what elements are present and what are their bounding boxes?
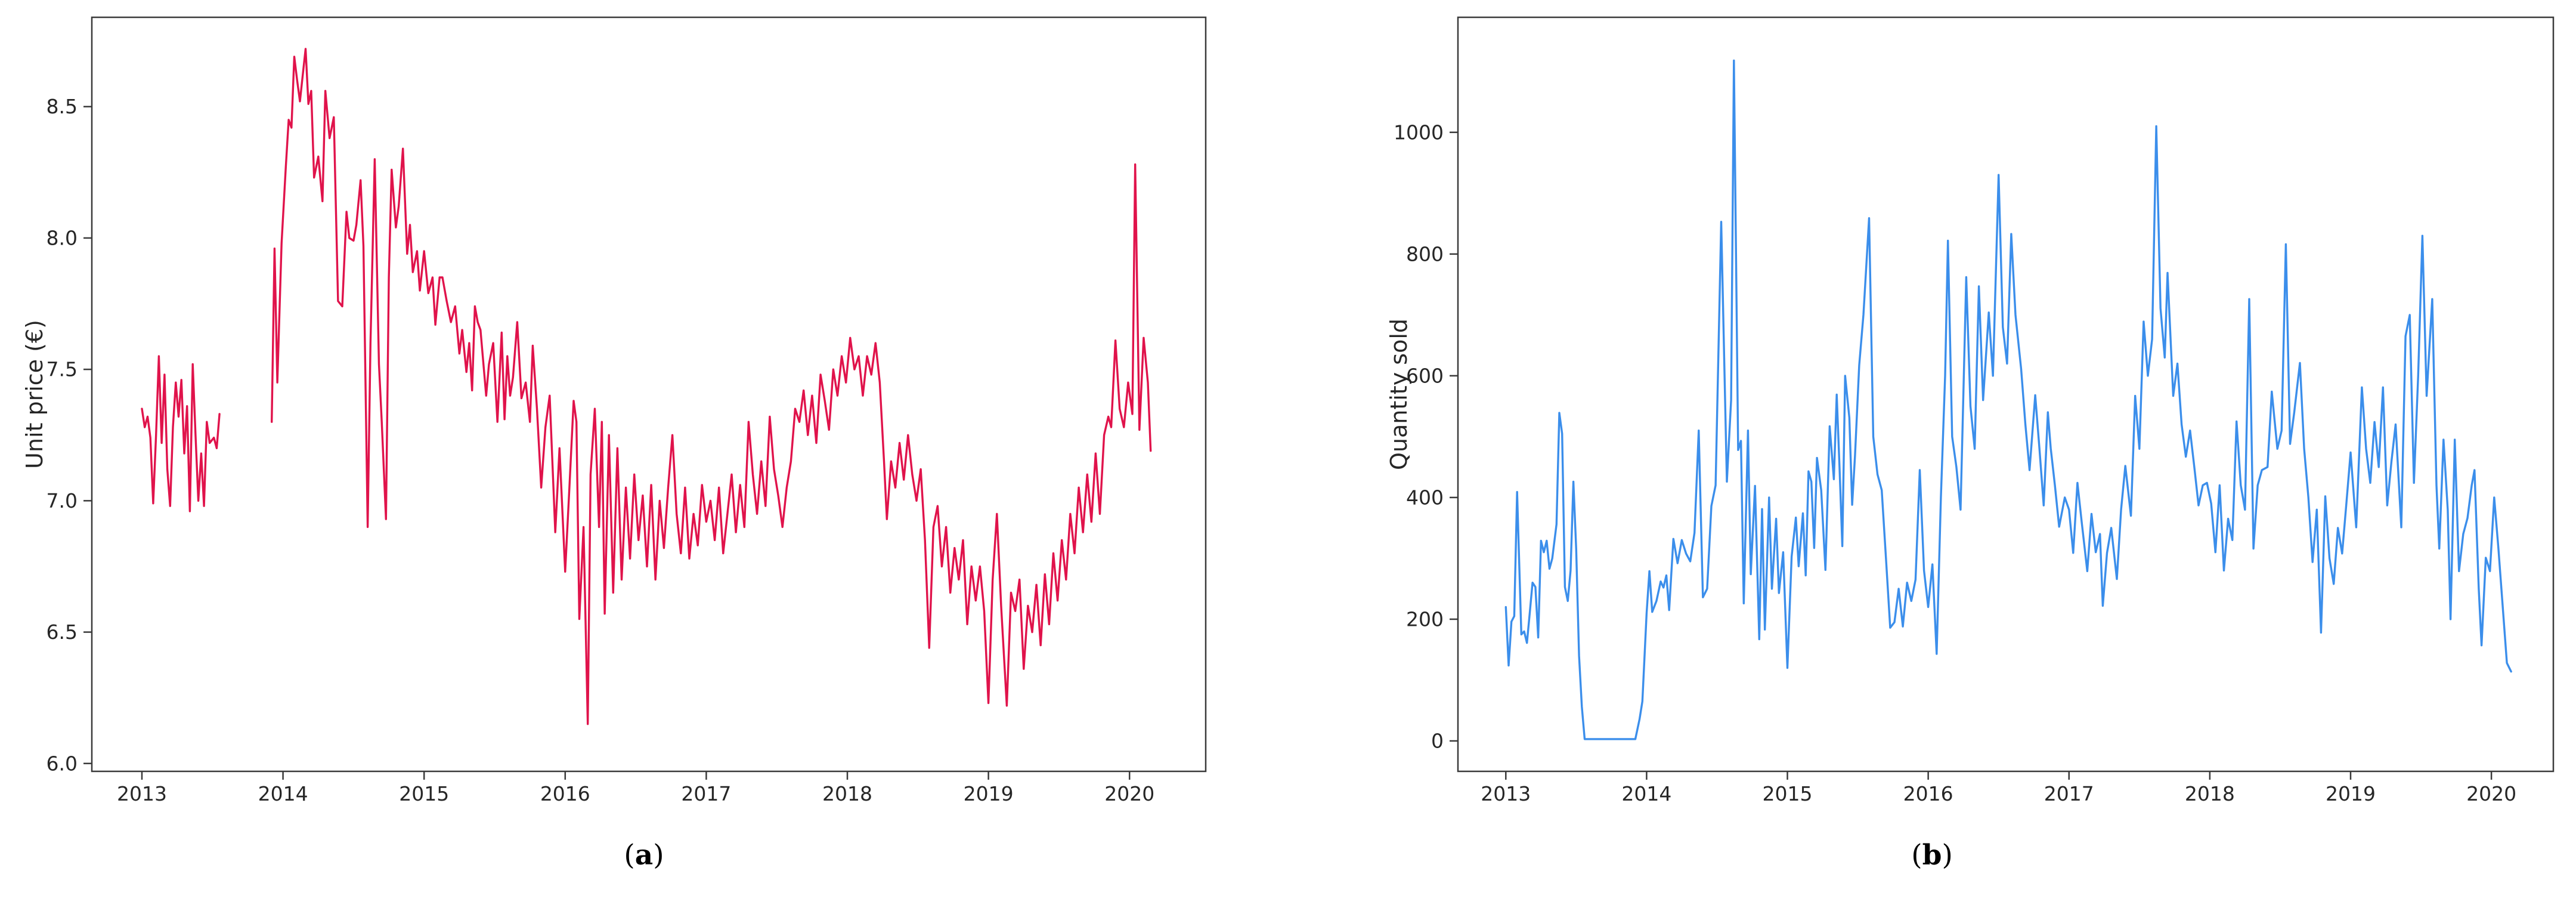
caption-paren-open: ( (1911, 839, 1922, 872)
y-tick-label: 200 (1406, 607, 1444, 631)
caption-paren-close: ) (1942, 839, 1953, 872)
caption-letter: a (634, 839, 654, 872)
y-tick-label: 800 (1406, 242, 1444, 265)
caption-paren-open: ( (624, 839, 635, 872)
y-tick-label: 6.0 (47, 752, 78, 775)
plot-box (91, 16, 1207, 773)
quantity-sold-chart: 2013 2014 2015 2016 2017 2018 2019 2020 0 200 400 6… (1386, 16, 2555, 805)
x-tick-label: 2016 (1903, 782, 1953, 805)
x-tick-label: 2013 (1481, 782, 1531, 805)
series-line (1504, 59, 2512, 740)
y-tick-label: 8.5 (47, 95, 78, 118)
y-tick-label: 0 (1431, 729, 1444, 752)
caption-letter: b (1922, 839, 1942, 872)
y-axis-label: Quantity sold (1386, 319, 1412, 470)
x-tick-label: 2018 (822, 782, 872, 805)
plot-box (1457, 16, 2555, 773)
x-tick-label: 2014 (1621, 782, 1671, 805)
caption-b: (b) (1288, 840, 2576, 871)
x-tick-label: 2017 (2044, 782, 2094, 805)
y-tick-label: 400 (1406, 486, 1444, 509)
series-line (271, 48, 1152, 725)
x-tick-label: 2015 (399, 782, 449, 805)
x-tick-label: 2020 (2466, 782, 2516, 805)
x-tick-label: 2019 (964, 782, 1014, 805)
x-tick-label: 2013 (117, 782, 167, 805)
x-tick-label: 2020 (1104, 782, 1154, 805)
y-axis-label: Unit price (€) (21, 320, 48, 469)
x-tick-label: 2019 (2326, 782, 2376, 805)
unit-price-chart: 2013 2014 2015 2016 2017 2018 2019 2020 6.0 6.5 7.… (21, 16, 1207, 805)
y-tick-label: 6.5 (47, 620, 78, 644)
y-tick-label: 1000 (1394, 121, 1444, 144)
x-tick-label: 2015 (1763, 782, 1813, 805)
y-tick-label: 8.0 (47, 226, 78, 249)
x-tick-label: 2017 (681, 782, 731, 805)
series-line (141, 355, 221, 512)
caption-paren-close: ) (653, 839, 664, 872)
y-tick-label: 7.0 (47, 489, 78, 512)
caption-a: (a) (0, 840, 1288, 871)
y-tick-label: 600 (1406, 364, 1444, 387)
y-tick-label: 7.5 (47, 358, 78, 381)
x-tick-label: 2016 (540, 782, 590, 805)
figure-b: 2013 2014 2015 2016 2017 2018 2019 2020 0 200 400 6… (1288, 0, 2576, 902)
x-tick-label: 2018 (2185, 782, 2235, 805)
x-tick-label: 2014 (258, 782, 308, 805)
figure-a: 2013 2014 2015 2016 2017 2018 2019 2020 6.0 6.5 7.… (0, 16, 1288, 871)
